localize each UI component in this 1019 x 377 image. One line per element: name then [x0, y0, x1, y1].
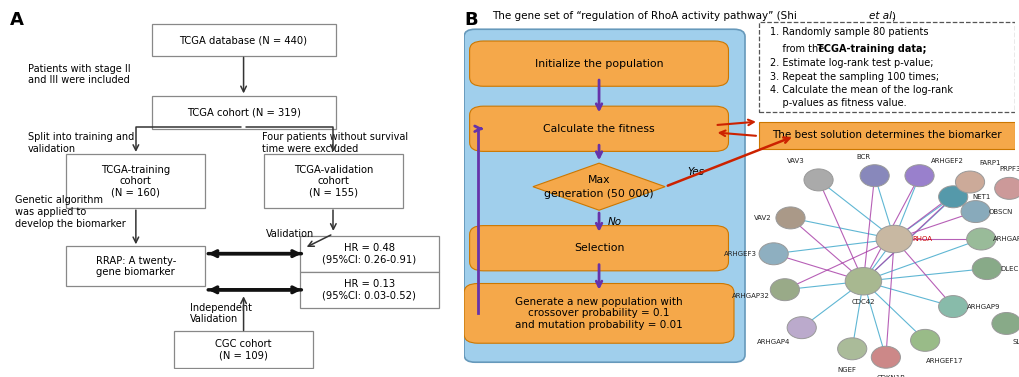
Circle shape [803, 169, 833, 191]
FancyBboxPatch shape [152, 24, 335, 57]
Text: PRPF38B: PRPF38B [999, 166, 1019, 172]
Text: Yes: Yes [687, 167, 703, 177]
Circle shape [769, 279, 799, 301]
FancyBboxPatch shape [469, 225, 728, 271]
FancyBboxPatch shape [66, 247, 205, 286]
Circle shape [910, 329, 938, 351]
Circle shape [966, 228, 995, 250]
FancyBboxPatch shape [66, 154, 205, 208]
Text: HR = 0.48
(95%CI: 0.26-0.91): HR = 0.48 (95%CI: 0.26-0.91) [322, 243, 416, 264]
Circle shape [971, 257, 1001, 280]
Circle shape [990, 313, 1019, 334]
Circle shape [787, 317, 815, 339]
Text: from the: from the [769, 44, 826, 54]
Text: NGEF: NGEF [837, 367, 855, 373]
FancyBboxPatch shape [758, 121, 1014, 149]
Text: CDKN1B: CDKN1B [876, 375, 905, 377]
Text: DLEC1: DLEC1 [1000, 265, 1019, 271]
Text: ARHGAP6: ARHGAP6 [991, 236, 1019, 242]
Text: Patients with stage II
and III were included: Patients with stage II and III were incl… [29, 64, 130, 85]
Circle shape [870, 346, 900, 368]
Text: 2. Estimate log-rank test p-value;: 2. Estimate log-rank test p-value; [769, 58, 932, 68]
Text: ARHGAP9: ARHGAP9 [966, 303, 1000, 310]
Text: CDC42: CDC42 [851, 299, 874, 305]
Text: 4. Calculate the mean of the log-rank: 4. Calculate the mean of the log-rank [769, 84, 952, 95]
FancyBboxPatch shape [300, 272, 438, 308]
Text: TCGA cohort (N = 319): TCGA cohort (N = 319) [186, 107, 301, 118]
Text: p-values as fitness value.: p-values as fitness value. [769, 98, 906, 108]
Circle shape [758, 243, 788, 265]
Text: Calculate the fitness: Calculate the fitness [543, 124, 654, 134]
Text: TCGA-training data;: TCGA-training data; [816, 44, 925, 54]
Text: Independent
Validation: Independent Validation [190, 303, 252, 324]
Text: VAV3: VAV3 [787, 158, 804, 164]
Circle shape [837, 338, 866, 360]
Text: et al.: et al. [868, 11, 895, 21]
Text: The best solution determines the biomarker: The best solution determines the biomark… [771, 130, 1001, 140]
Text: CGC cohort
(N = 109): CGC cohort (N = 109) [215, 339, 271, 360]
Text: 3. Repeat the sampling 100 times;: 3. Repeat the sampling 100 times; [769, 72, 938, 81]
Text: B: B [464, 11, 477, 29]
Text: No: No [606, 218, 621, 227]
Text: OBSCN: OBSCN [987, 208, 1012, 215]
Text: RHOA: RHOA [911, 236, 931, 242]
Text: TCGA-validation
cohort
(N = 155): TCGA-validation cohort (N = 155) [293, 165, 373, 198]
Text: BCR: BCR [856, 154, 869, 160]
Text: NET1: NET1 [971, 194, 989, 200]
FancyBboxPatch shape [469, 106, 728, 152]
Circle shape [859, 165, 889, 187]
Text: SLC6A5: SLC6A5 [1012, 339, 1019, 345]
Text: Validation: Validation [266, 229, 314, 239]
Circle shape [955, 171, 983, 193]
Text: TCGA-training
cohort
(N = 160): TCGA-training cohort (N = 160) [101, 165, 170, 198]
FancyBboxPatch shape [174, 331, 313, 368]
Text: 1. Randomly sample 80 patients: 1. Randomly sample 80 patients [769, 28, 927, 37]
Text: ): ) [891, 11, 894, 21]
Text: Max: Max [587, 175, 609, 185]
FancyBboxPatch shape [464, 284, 734, 343]
Text: HR = 0.13
(95%CI: 0.03-0.52): HR = 0.13 (95%CI: 0.03-0.52) [322, 279, 416, 300]
Text: ARHGEF2: ARHGEF2 [930, 158, 963, 164]
FancyBboxPatch shape [469, 41, 728, 86]
Text: VAV2: VAV2 [753, 215, 770, 221]
Text: ARHGAP4: ARHGAP4 [756, 339, 790, 345]
Circle shape [775, 207, 804, 229]
Text: ARHGAP32: ARHGAP32 [732, 293, 769, 299]
Circle shape [875, 225, 912, 253]
FancyBboxPatch shape [300, 236, 438, 272]
Circle shape [994, 177, 1019, 199]
Text: Four patients without survival
time were excluded: Four patients without survival time were… [261, 132, 408, 154]
Text: ARHGEF17: ARHGEF17 [925, 359, 963, 365]
Text: A: A [10, 11, 24, 29]
Circle shape [904, 165, 933, 187]
Text: generation (50 000): generation (50 000) [544, 189, 653, 199]
Polygon shape [533, 163, 664, 210]
Text: ARHGEF3: ARHGEF3 [722, 251, 756, 257]
Text: Split into training and
validation: Split into training and validation [29, 132, 135, 154]
Text: TCGA database (N = 440): TCGA database (N = 440) [179, 35, 308, 45]
Text: Generate a new population with
crossover probability = 0.1
and mutation probabil: Generate a new population with crossover… [515, 297, 683, 330]
Text: RRAP: A twenty-
gene biomarker: RRAP: A twenty- gene biomarker [96, 256, 176, 277]
Circle shape [845, 268, 880, 295]
Circle shape [937, 296, 967, 317]
Text: Selection: Selection [574, 243, 624, 253]
FancyBboxPatch shape [758, 22, 1014, 112]
Text: Initialize the population: Initialize the population [534, 59, 662, 69]
FancyBboxPatch shape [464, 29, 744, 362]
FancyBboxPatch shape [152, 96, 335, 129]
Text: Genetic algorithm
was applied to
develop the biomarker: Genetic algorithm was applied to develop… [14, 195, 125, 228]
Circle shape [960, 201, 989, 222]
FancyBboxPatch shape [264, 154, 403, 208]
Circle shape [937, 186, 967, 208]
Text: The gene set of “regulation of RhoA activity pathway” (Shi: The gene set of “regulation of RhoA acti… [491, 11, 799, 21]
Text: FARP1: FARP1 [978, 160, 1000, 166]
